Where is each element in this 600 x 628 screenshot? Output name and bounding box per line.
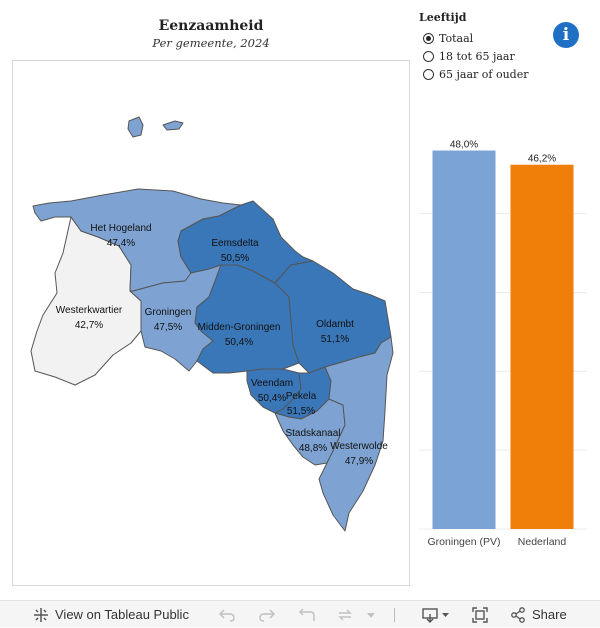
radio-button[interactable] xyxy=(423,32,434,44)
bar-0[interactable] xyxy=(432,150,496,529)
label-midden-groningen-name: Midden-Groningen xyxy=(198,322,281,333)
radio-label: 18 tot 65 jaar xyxy=(439,49,515,63)
radio-option-65-plus[interactable]: 65 jaar of ouder xyxy=(423,66,528,82)
bar-value-label-1: 46,2% xyxy=(528,154,556,165)
bar-chart-panel: 48,0% Groningen (PV) 46,2% Nederland xyxy=(419,107,587,554)
chart-title: Eenzaamheid xyxy=(158,18,264,34)
redo-icon[interactable] xyxy=(258,601,276,628)
download-icon[interactable] xyxy=(422,601,450,628)
radio-option-18-65[interactable]: 18 tot 65 jaar xyxy=(423,48,515,64)
toolbar-divider xyxy=(394,601,395,628)
radio-option-totaal[interactable]: Totaal xyxy=(423,30,473,46)
radio-label: Totaal xyxy=(439,31,474,45)
chart-subtitle: Per gemeente, 2024 xyxy=(152,36,270,50)
refresh-dropdown-icon[interactable] xyxy=(366,601,376,628)
label-stadskanaal-value: 48,8% xyxy=(299,443,327,454)
info-icon[interactable]: i xyxy=(553,22,579,48)
bar-value-label-0: 48,0% xyxy=(450,140,478,151)
label-het-hogeland-name: Het Hogeland xyxy=(90,223,151,234)
share-button[interactable]: Share xyxy=(510,601,567,628)
category-label-0: Groningen (PV) xyxy=(428,536,501,548)
radio-button[interactable] xyxy=(423,68,434,80)
municipality-map: Het Hogeland 47,4% Eemsdelta 50,5% Weste… xyxy=(30,116,394,532)
tableau-logo-icon xyxy=(34,607,48,622)
label-stadskanaal-name: Stadskanaal xyxy=(285,428,340,439)
map-region-westerwolde[interactable] xyxy=(318,336,394,532)
refresh-icon[interactable] xyxy=(336,601,354,628)
fullscreen-icon[interactable] xyxy=(472,601,488,628)
undo-icon[interactable] xyxy=(218,601,236,628)
bar-1[interactable] xyxy=(510,164,574,529)
label-veendam-value: 50,4% xyxy=(258,393,286,404)
tableau-toolbar: View on Tableau Public xyxy=(0,600,600,627)
share-icon xyxy=(511,606,525,623)
label-oldambt-name: Oldambt xyxy=(316,319,354,330)
label-midden-groningen-value: 50,4% xyxy=(225,337,253,348)
label-oldambt-value: 51,1% xyxy=(321,334,349,345)
bar-chart: 48,0% Groningen (PV) 46,2% Nederland xyxy=(419,140,587,548)
map-region-island-2[interactable] xyxy=(162,120,184,131)
category-label-1: Nederland xyxy=(518,536,567,548)
filter-title: Leeftijd xyxy=(419,11,467,24)
label-westerkwartier-value: 42,7% xyxy=(75,320,103,331)
label-eemsdelta-value: 50,5% xyxy=(221,253,249,264)
view-on-tableau-label: View on Tableau Public xyxy=(55,607,189,622)
map-region-island[interactable] xyxy=(127,116,144,138)
revert-icon[interactable] xyxy=(298,601,316,628)
view-on-tableau-button[interactable]: View on Tableau Public xyxy=(33,601,189,628)
map-labels: Het Hogeland 47,4% Eemsdelta 50,5% Weste… xyxy=(56,223,388,467)
label-veendam-name: Veendam xyxy=(251,378,293,389)
radio-label: 65 jaar of ouder xyxy=(439,67,529,81)
label-westerkwartier-name: Westerkwartier xyxy=(56,305,123,316)
label-pekela-name: Pekela xyxy=(286,391,317,402)
label-het-hogeland-value: 47,4% xyxy=(107,238,135,249)
label-westerwolde-value: 47,9% xyxy=(345,456,373,467)
label-eemsdelta-name: Eemsdelta xyxy=(211,238,259,249)
share-label: Share xyxy=(532,607,567,622)
label-westerwolde-name: Westerwolde xyxy=(330,441,388,452)
label-pekela-value: 51,5% xyxy=(287,406,315,417)
label-groningen-name: Groningen xyxy=(145,307,192,318)
radio-button[interactable] xyxy=(423,50,434,62)
map-panel: Het Hogeland 47,4% Eemsdelta 50,5% Weste… xyxy=(12,60,410,586)
label-groningen-value: 47,5% xyxy=(154,322,182,333)
